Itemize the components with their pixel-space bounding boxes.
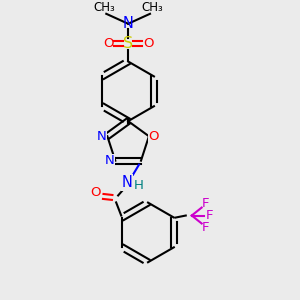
Text: O: O [148, 130, 159, 143]
Text: N: N [123, 16, 134, 31]
Text: CH₃: CH₃ [93, 1, 115, 14]
Text: F: F [202, 197, 209, 210]
Text: F: F [206, 209, 213, 222]
Text: O: O [103, 37, 113, 50]
Text: CH₃: CH₃ [141, 1, 163, 14]
Text: S: S [123, 36, 133, 51]
Text: H: H [134, 179, 144, 192]
Text: O: O [90, 186, 101, 199]
Text: N: N [104, 154, 114, 167]
Text: F: F [202, 221, 209, 234]
Text: N: N [97, 130, 106, 143]
Text: O: O [143, 37, 153, 50]
Text: N: N [122, 175, 133, 190]
